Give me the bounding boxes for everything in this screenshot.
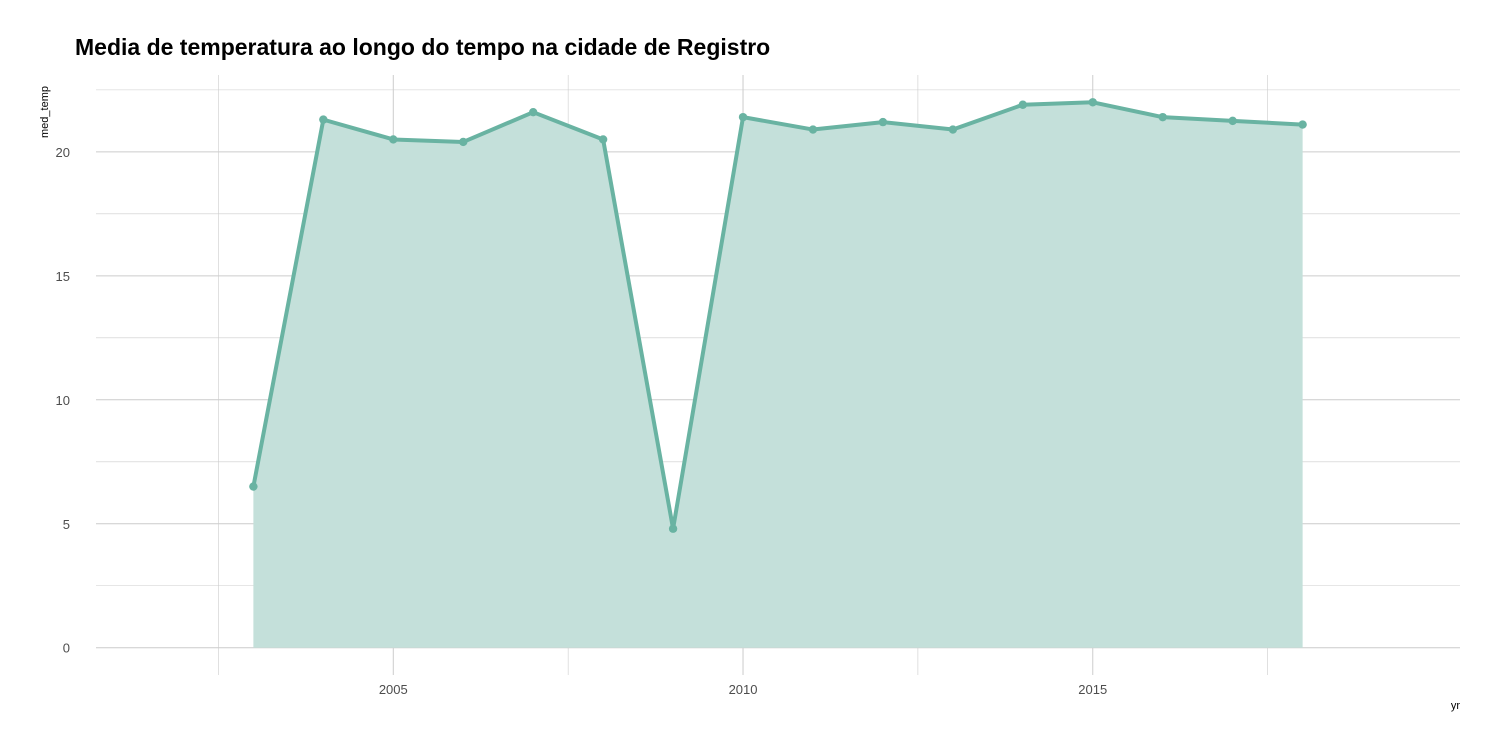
data-point (1018, 100, 1028, 109)
data-point (249, 482, 258, 491)
series-line-layer (251, 100, 1305, 531)
y-tick-label: 15 (56, 269, 70, 284)
x-tick-label: 2005 (379, 682, 408, 697)
area-fill-layer (253, 102, 1303, 648)
data-point (598, 135, 608, 144)
x-axis-label: yr (1451, 700, 1461, 712)
data-point (1158, 112, 1167, 122)
data-point (948, 125, 958, 134)
area-fill (253, 102, 1303, 648)
data-point (1228, 116, 1237, 126)
data-point (808, 125, 818, 134)
data-point (1298, 120, 1307, 129)
x-tick-label: 2015 (1078, 682, 1107, 697)
data-point (389, 135, 398, 144)
data-point (319, 115, 328, 124)
data-point (738, 112, 748, 122)
chart-title: Media de temperatura ao longo do tempo n… (75, 34, 771, 60)
data-point (1088, 98, 1097, 107)
y-tick-label: 10 (56, 393, 70, 408)
data-points-layer (249, 98, 1307, 533)
data-point (459, 137, 468, 147)
data-point (668, 524, 678, 533)
x-tick-label: 2010 (729, 682, 758, 697)
y-tick-label: 5 (63, 517, 70, 532)
tick-labels-layer: 0 5 10 15 20 2005 2010 2015 (56, 145, 1108, 697)
y-axis-label: med_temp (39, 86, 51, 138)
data-point (878, 117, 888, 127)
data-point (528, 107, 538, 117)
y-tick-label: 20 (56, 145, 70, 160)
series-line (251, 100, 1305, 531)
y-tick-label: 0 (63, 641, 70, 656)
